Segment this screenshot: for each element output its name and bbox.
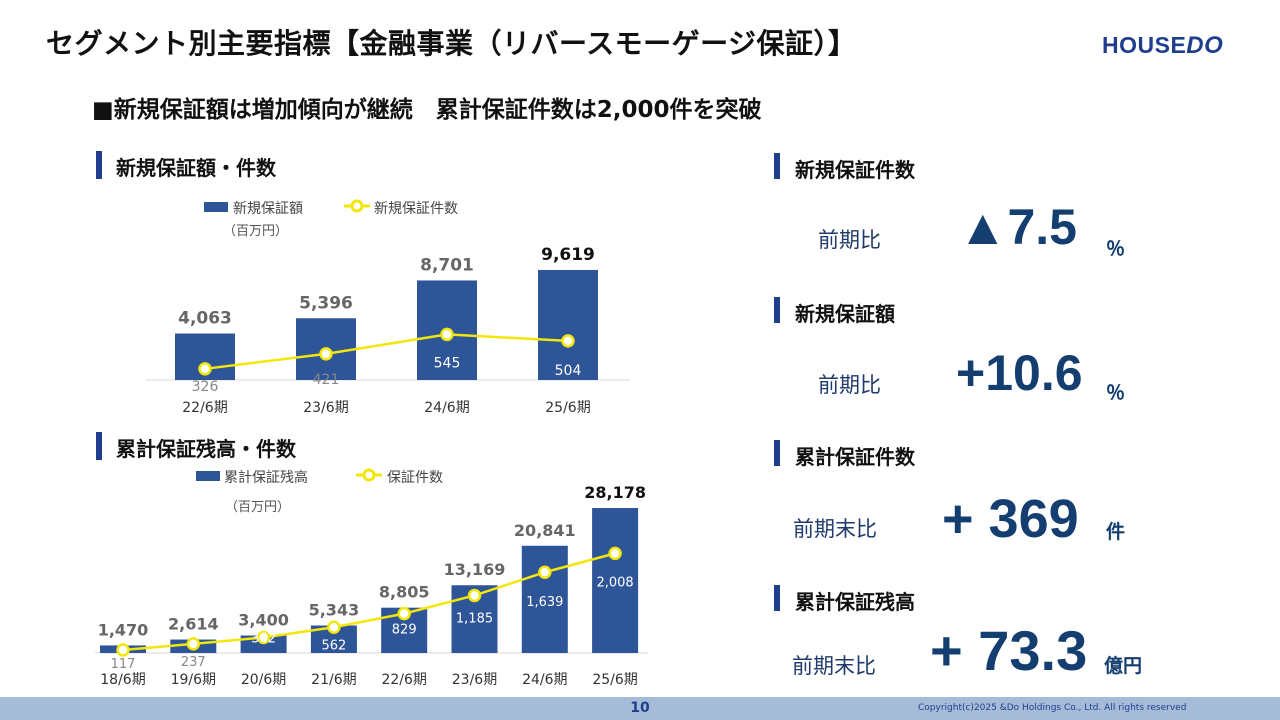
chart2-legend-bar-label: 累計保証残高 — [224, 470, 308, 486]
bar-value-label: 2,614 — [168, 615, 219, 634]
line-point — [440, 327, 454, 342]
category-label: 23/6期 — [303, 400, 348, 416]
kpi-label: 前期比 — [818, 228, 881, 252]
line-point — [327, 620, 341, 635]
line-point — [608, 546, 622, 561]
bar — [521, 545, 568, 653]
chart2-title: 累計保証残高・件数 — [116, 437, 296, 461]
bar-value-label: 5,343 — [309, 601, 360, 620]
category-label: 23/6期 — [452, 672, 497, 688]
bar — [538, 269, 598, 380]
kpi-marker — [774, 153, 780, 179]
company-logo: HOUSEDO — [1102, 32, 1223, 60]
line-point — [198, 362, 212, 376]
line-value-label: 117 — [111, 657, 136, 672]
bar-value-label: 1,470 — [98, 620, 149, 639]
kpi-unit: 億円 — [1104, 655, 1143, 677]
line-value-label: 362 — [251, 632, 276, 647]
category-label: 19/6期 — [171, 672, 216, 688]
kpi-title: 新規保証件数 — [795, 158, 915, 182]
line-value-label: 1,639 — [526, 595, 563, 610]
line-point — [467, 588, 482, 603]
chart2-legend-line-label: 保証件数 — [387, 470, 443, 486]
bar-value-label: 13,169 — [444, 560, 506, 579]
chart1-legend-bar-label: 新規保証額 — [233, 201, 303, 217]
line-value-label: 829 — [392, 623, 417, 638]
chart1-legend-line-swatch — [344, 199, 370, 213]
bar — [592, 508, 639, 653]
section-marker — [96, 151, 102, 179]
bar-value-label: 28,178 — [584, 483, 646, 502]
line-value-label: 545 — [434, 355, 461, 371]
line-point — [319, 347, 333, 361]
line-value-label: 421 — [313, 372, 340, 388]
kpi-value: ▲7.5 — [958, 199, 1077, 255]
kpi-unit: ％ — [1106, 382, 1126, 404]
bar-value-label: 4,063 — [178, 309, 232, 329]
kpi-unit: ％ — [1106, 238, 1126, 260]
kpi-value: + 369 — [942, 489, 1079, 549]
chart1-unit: （百万円） — [223, 224, 289, 239]
bar-value-label: 20,841 — [514, 521, 576, 540]
line-value-label: 1,185 — [456, 611, 493, 626]
line-series — [204, 333, 569, 371]
bar-value-label: 3,400 — [238, 611, 289, 630]
bar — [240, 635, 287, 653]
logo-accent: DO — [1186, 32, 1224, 59]
kpi-label: 前期末比 — [792, 654, 876, 678]
line-point — [116, 643, 130, 657]
footer-bar — [0, 697, 1280, 720]
line-point — [256, 630, 271, 645]
category-label: 20/6期 — [241, 672, 286, 688]
kpi-title: 累計保証残高 — [795, 590, 915, 614]
chart2-unit: （百万円） — [225, 500, 291, 515]
category-label: 22/6期 — [381, 672, 426, 688]
page-number: 10 — [630, 700, 650, 716]
category-label: 24/6期 — [522, 672, 567, 688]
section-marker — [96, 432, 102, 460]
kpi-marker — [774, 440, 780, 466]
category-label: 22/6期 — [182, 400, 227, 416]
chart1-legend-bar-swatch — [204, 202, 228, 212]
logo-main: HOUSE — [1102, 32, 1187, 58]
chart1-plot: 4,063 22/6期 5,396 23/6期 8,701 24/6期 9,619 25/6期… — [145, 245, 630, 416]
bar-value-label: 8,701 — [420, 255, 474, 275]
kpi-value: +10.6 — [956, 345, 1083, 401]
chart2-legend-line-swatch — [356, 468, 382, 482]
line-point — [538, 565, 552, 579]
line-point — [186, 637, 201, 651]
bar-value-label: 8,805 — [379, 583, 430, 602]
copyright-text: Copyright(c)2025 &Do Holdings Co., Ltd. … — [918, 703, 1187, 713]
kpi-label: 前期末比 — [793, 517, 877, 541]
line-point — [561, 334, 575, 348]
chart1-legend-line-label: 新規保証件数 — [374, 201, 458, 217]
kpi-marker — [774, 585, 780, 611]
line-value-label: 326 — [192, 379, 219, 395]
category-label: 18/6期 — [100, 672, 145, 688]
bar-value-label: 5,396 — [299, 293, 353, 313]
category-label: 21/6期 — [311, 672, 356, 688]
line-value-label: 2,008 — [596, 575, 633, 590]
kpi-label: 前期比 — [818, 373, 881, 397]
category-label: 25/6期 — [592, 672, 637, 688]
line-value-label: 562 — [321, 638, 346, 653]
category-label: 25/6期 — [545, 400, 590, 416]
kpi-title: 累計保証件数 — [795, 445, 915, 469]
chart1-title: 新規保証額・件数 — [116, 156, 276, 180]
kpi-title: 新規保証額 — [795, 302, 895, 326]
kpi-value: + 73.3 — [930, 619, 1088, 682]
kpi-unit: 件 — [1106, 521, 1126, 543]
page-title: セグメント別主要指標【金融事業（リバースモーゲージ保証）】 — [46, 27, 857, 60]
line-point — [397, 606, 411, 621]
line-value-label: 504 — [555, 363, 582, 379]
slide-subtitle: ■新規保証額は増加傾向が継続 累計保証件数は2,000件を突破 — [92, 97, 762, 123]
bar-value-label: 9,619 — [541, 245, 595, 265]
kpi-marker — [774, 297, 780, 323]
chart2-plot: 1,470 18/6期 2,614 19/6期 3,400 20/6期 5,343 21/6期… — [95, 483, 648, 688]
line-value-label: 237 — [181, 655, 206, 670]
category-label: 24/6期 — [424, 400, 469, 416]
chart2-legend-bar-swatch — [196, 471, 220, 481]
line-series — [122, 552, 616, 652]
